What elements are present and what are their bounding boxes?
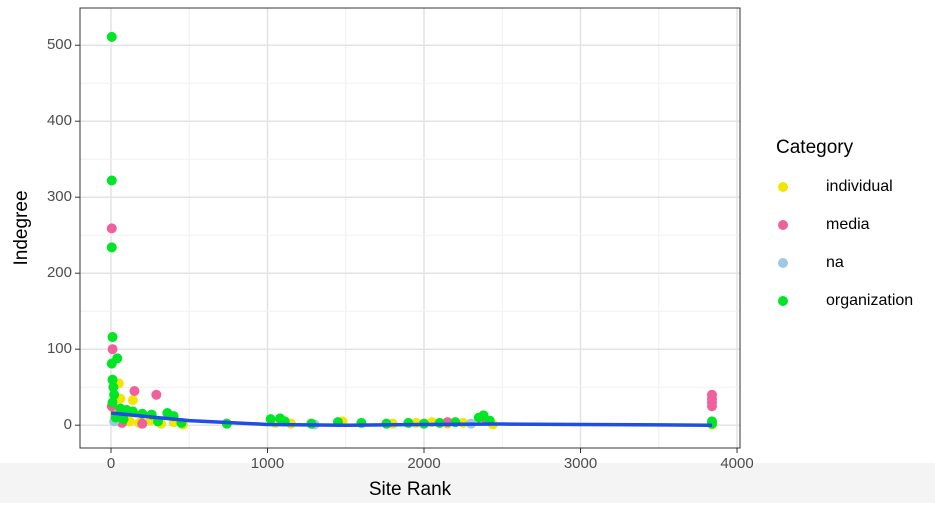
y-tick-label: 300 bbox=[47, 188, 72, 205]
point bbox=[265, 414, 276, 425]
point bbox=[151, 389, 162, 400]
legend-label: media bbox=[826, 216, 870, 233]
legend-marker bbox=[778, 220, 788, 230]
legend-marker bbox=[778, 182, 788, 192]
point bbox=[706, 401, 717, 412]
point bbox=[106, 242, 117, 253]
legend-title: Category bbox=[776, 137, 854, 158]
x-axis-label: Site Rank bbox=[369, 479, 452, 500]
x-tick-label: 0 bbox=[107, 455, 115, 472]
point bbox=[107, 344, 118, 355]
y-tick-label: 400 bbox=[47, 112, 72, 129]
x-tick-label: 1000 bbox=[251, 455, 284, 472]
y-tick-label: 200 bbox=[47, 264, 72, 281]
legend-marker bbox=[778, 296, 788, 306]
legend-label: organization bbox=[826, 292, 913, 309]
y-tick-label: 100 bbox=[47, 340, 72, 357]
point bbox=[106, 223, 117, 234]
point bbox=[129, 386, 140, 397]
y-tick-label: 500 bbox=[47, 36, 72, 53]
point bbox=[106, 31, 117, 42]
point bbox=[127, 395, 138, 406]
trend-line bbox=[110, 411, 712, 427]
y-tick-label: 0 bbox=[64, 416, 72, 433]
x-tick-label: 3000 bbox=[564, 455, 597, 472]
point bbox=[106, 358, 117, 369]
footer-band bbox=[0, 463, 935, 503]
panel bbox=[80, 8, 740, 448]
x-tick-label: 2000 bbox=[407, 455, 440, 472]
point bbox=[137, 418, 148, 429]
legend-marker bbox=[778, 258, 788, 268]
point bbox=[106, 175, 117, 186]
legend-label: individual bbox=[826, 178, 893, 195]
point bbox=[118, 414, 129, 425]
point bbox=[107, 374, 118, 385]
point bbox=[108, 382, 119, 393]
point bbox=[109, 389, 120, 400]
y-axis-label: Indegree bbox=[11, 190, 32, 265]
panel-border bbox=[79, 7, 741, 449]
point bbox=[107, 397, 118, 408]
legend-label: na bbox=[826, 254, 844, 271]
point bbox=[107, 332, 118, 343]
x-tick-label: 4000 bbox=[720, 455, 753, 472]
